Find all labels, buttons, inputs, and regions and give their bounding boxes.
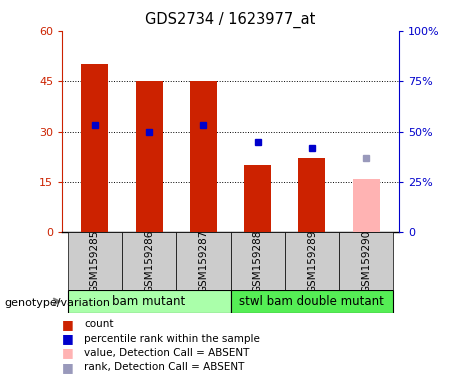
Text: ■: ■ (62, 346, 74, 359)
Bar (285, 232, 339, 290)
Text: stwl bam double mutant: stwl bam double mutant (239, 295, 384, 308)
Bar (68, 290, 230, 313)
Title: GDS2734 / 1623977_at: GDS2734 / 1623977_at (145, 12, 316, 28)
Text: GSM159288: GSM159288 (253, 229, 263, 293)
Text: value, Detection Call = ABSENT: value, Detection Call = ABSENT (84, 348, 250, 358)
Bar (176, 232, 230, 290)
Bar (136, 81, 163, 232)
Bar (68, 232, 122, 290)
Bar (230, 290, 393, 313)
Bar (230, 232, 285, 290)
Text: rank, Detection Call = ABSENT: rank, Detection Call = ABSENT (84, 362, 245, 372)
Bar (81, 64, 108, 232)
Bar (298, 158, 325, 232)
Text: ■: ■ (62, 361, 74, 374)
Text: ■: ■ (62, 318, 74, 331)
Text: ■: ■ (62, 332, 74, 345)
Bar (190, 81, 217, 232)
Text: GSM159289: GSM159289 (307, 229, 317, 293)
Bar (339, 232, 393, 290)
Text: GSM159285: GSM159285 (90, 229, 100, 293)
Text: percentile rank within the sample: percentile rank within the sample (84, 334, 260, 344)
Bar (353, 179, 380, 232)
Bar (122, 232, 176, 290)
Text: genotype/variation: genotype/variation (5, 298, 111, 308)
Text: GSM159286: GSM159286 (144, 229, 154, 293)
Text: GSM159287: GSM159287 (198, 229, 208, 293)
Text: count: count (84, 319, 114, 329)
Text: bam mutant: bam mutant (112, 295, 186, 308)
Bar (244, 165, 271, 232)
Text: GSM159290: GSM159290 (361, 230, 371, 293)
